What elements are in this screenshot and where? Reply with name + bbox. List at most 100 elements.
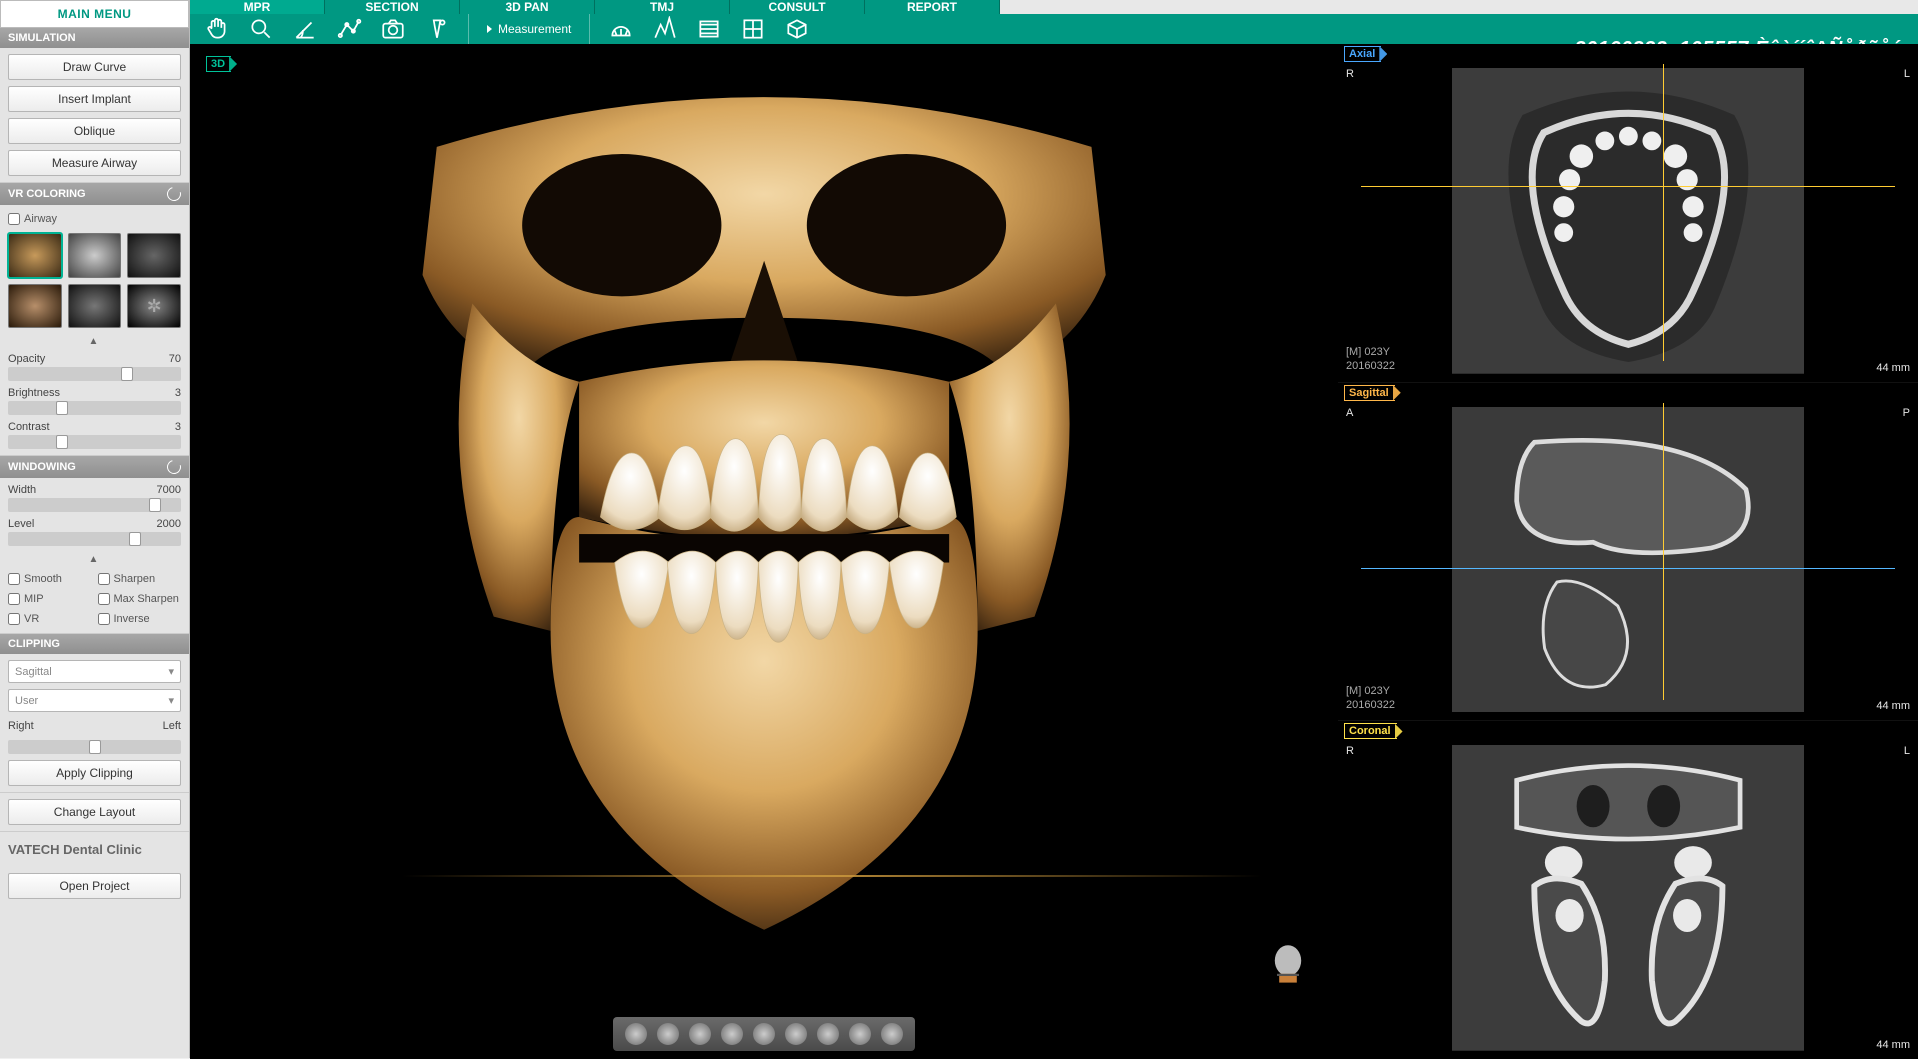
sagittal-crosshair-h[interactable] [1361,568,1895,569]
orient-preset-7[interactable] [849,1023,871,1045]
panel-title-label: CLIPPING [8,638,60,650]
zoom-icon[interactable] [248,16,274,42]
view-sagittal[interactable]: Sagittal A P 44 mm [M] 023Y20160322 [1338,382,1918,721]
orient-preset-5[interactable] [785,1023,807,1045]
panel-title-label: SIMULATION [8,32,76,44]
panel-title-label: WINDOWING [8,461,76,473]
level-slider[interactable] [8,532,181,546]
vr-preset-1[interactable] [68,233,122,278]
vrcoloring-panel: Airway ✲ ▲ Opacity70 Brightness3 Contras… [0,205,189,456]
insert-implant-button[interactable]: Insert Implant [8,86,181,112]
refresh-icon[interactable] [164,184,183,203]
tab-3dpan[interactable]: 3D PAN [460,0,595,14]
clipping-slider[interactable] [8,740,181,754]
opacity-label: Opacity [8,353,45,365]
apply-clipping-button[interactable]: Apply Clipping [8,760,181,786]
ground-reflection [402,875,1262,877]
vr-checkbox[interactable] [8,613,20,625]
tab-report[interactable]: REPORT [865,0,1000,14]
smooth-checkbox[interactable] [8,573,20,585]
panel-title-label: VR COLORING [8,188,86,200]
sharpen-checkbox[interactable] [98,573,110,585]
preset-pager-icon[interactable]: ▲ [8,336,181,347]
clip-left-label: Left [163,720,181,732]
width-label: Width [8,484,36,496]
axial-crosshair-h[interactable] [1361,186,1895,187]
camera-icon[interactable] [380,16,406,42]
hist-tool-icon[interactable] [696,16,722,42]
views-area: 3D [190,44,1918,1059]
skull-render-icon [300,90,1228,972]
orient-preset-0[interactable] [625,1023,647,1045]
maxsharpen-label: Max Sharpen [114,593,179,605]
contrast-slider[interactable] [8,435,181,449]
angle-tool-icon[interactable] [292,16,318,42]
clipping-plane-select[interactable]: Sagittal▾ [8,660,181,683]
3d-viewport[interactable]: 3D [198,52,1330,1011]
oblique-button[interactable]: Oblique [8,118,181,144]
cube-tool-icon[interactable] [784,16,810,42]
view-3d[interactable]: 3D [190,44,1338,1059]
vr-preset-4[interactable] [68,284,122,329]
draw-curve-button[interactable]: Draw Curve [8,54,181,80]
sharpen-label: Sharpen [114,573,156,585]
orient-preset-6[interactable] [817,1023,839,1045]
vr-preset-2[interactable] [127,233,181,278]
measure-airway-button[interactable]: Measure Airway [8,150,181,176]
inverse-checkbox[interactable] [98,613,110,625]
chevron-down-icon: ▾ [168,694,174,707]
orient-preset-4[interactable] [753,1023,775,1045]
main-menu-button[interactable]: MAIN MENU [0,0,189,28]
triangle-right-icon [487,25,492,33]
orient-preset-3[interactable] [721,1023,743,1045]
orientation-presets-bar [613,1017,915,1051]
tabbar: MPR SECTION 3D PAN TMJ CONSULT REPORT [190,0,1918,14]
tab-tmj[interactable]: TMJ [595,0,730,14]
implant-tool-icon[interactable] [424,16,450,42]
tab-section[interactable]: SECTION [325,0,460,14]
orient-preset-8[interactable] [881,1023,903,1045]
panel-title-simulation: SIMULATION [0,28,189,48]
tab-consult[interactable]: CONSULT [730,0,865,14]
opacity-slider[interactable] [8,367,181,381]
vr-preset-5[interactable]: ✲ [127,284,181,329]
profile-tool-icon[interactable] [652,16,678,42]
refresh-icon[interactable] [164,458,183,477]
view-label-sagittal: Sagittal [1344,385,1395,401]
view-label-axial: Axial [1344,46,1381,62]
change-layout-button[interactable]: Change Layout [8,799,181,825]
sagittal-crosshair-v[interactable] [1663,403,1664,700]
smooth-label: Smooth [24,573,62,585]
width-slider[interactable] [8,498,181,512]
airway-checkbox[interactable] [8,213,20,225]
brightness-slider[interactable] [8,401,181,415]
panel-title-vrcoloring: VR COLORING [0,183,189,205]
clip-right-label: Right [8,720,34,732]
sagittal-slice-image [1452,407,1805,713]
polyline-tool-icon[interactable] [336,16,362,42]
orient-preset-1[interactable] [657,1023,679,1045]
tab-mpr[interactable]: MPR [190,0,325,14]
slice-column: Axial R L 44 mm [M] 023Y20160322 [1338,44,1918,1059]
protractor-icon[interactable] [608,16,634,42]
mip-checkbox[interactable] [8,593,20,605]
pan-hand-icon[interactable] [204,16,230,42]
measurement-dropdown[interactable]: Measurement [487,22,571,36]
view-axial[interactable]: Axial R L 44 mm [M] 023Y20160322 [1338,44,1918,382]
clipping-user-select[interactable]: User▾ [8,689,181,712]
vr-label: VR [24,613,39,625]
orient-preset-2[interactable] [689,1023,711,1045]
maxsharpen-checkbox[interactable] [98,593,110,605]
clipping-panel: Sagittal▾ User▾ Right Left Apply Clipping [0,654,189,793]
orientation-head-icon[interactable] [1266,943,1310,987]
panel-title-clipping: CLIPPING [0,634,189,654]
open-project-button[interactable]: Open Project [8,873,181,899]
airway-label: Airway [24,213,57,225]
windowing-pager-icon[interactable]: ▲ [8,554,181,565]
vr-preset-3[interactable] [8,284,62,329]
grid-tool-icon[interactable] [740,16,766,42]
vr-preset-0[interactable] [8,233,62,278]
axial-crosshair-v[interactable] [1663,64,1664,361]
axial-slice-image [1452,68,1805,374]
view-coronal[interactable]: Coronal R L 44 mm [1338,720,1918,1059]
